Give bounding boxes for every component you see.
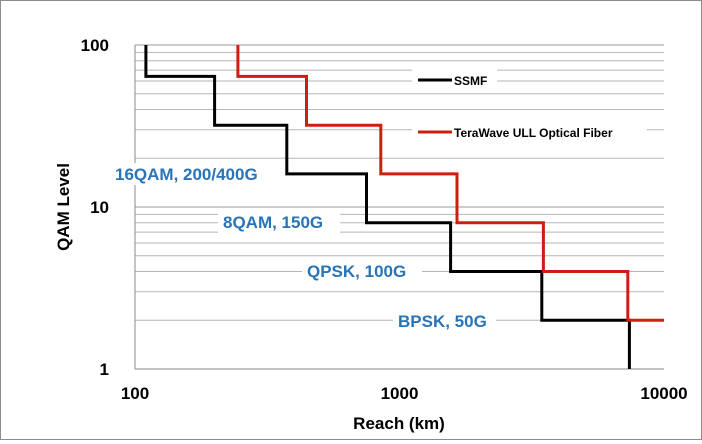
x-axis-label: Reach (km) xyxy=(353,414,445,433)
x-tick-label-2: 1000 xyxy=(381,384,419,403)
annotation-bg xyxy=(393,310,496,332)
y-axis-label: QAM Level xyxy=(54,163,73,251)
legend-label-1: SSMF xyxy=(454,74,487,88)
series-line-1 xyxy=(144,45,631,369)
x-tick-label-1: 100 xyxy=(121,384,149,403)
annotation-bg xyxy=(302,260,422,282)
axes xyxy=(134,45,664,370)
annotation-bg xyxy=(218,211,340,233)
annotation-bg xyxy=(110,163,278,185)
annotation-label-1: 16QAM, 200/400G xyxy=(115,165,258,184)
annotation-label-3: QPSK, 100G xyxy=(307,262,406,281)
annotations: 16QAM, 200/400G 8QAM, 150G QPSK, 100G BPSK,… xyxy=(110,163,496,332)
legend: SSMF TeraWave ULL Optical Fiber xyxy=(412,68,647,144)
annotation-label-4: BPSK, 50G xyxy=(398,312,487,331)
annotation-label-2: 8QAM, 150G xyxy=(223,213,323,232)
x-tick-label-3: 10000 xyxy=(640,384,687,403)
y-tick-label-1: 1 xyxy=(100,360,109,379)
tick-labels: 100 1000 10000 1 10 100 xyxy=(81,36,688,403)
legend-label-2: TeraWave ULL Optical Fiber xyxy=(454,126,613,140)
y-tick-label-2: 10 xyxy=(90,198,109,217)
series-line-2 xyxy=(236,45,664,322)
series-group xyxy=(144,45,664,369)
y-tick-label-3: 100 xyxy=(81,36,109,55)
